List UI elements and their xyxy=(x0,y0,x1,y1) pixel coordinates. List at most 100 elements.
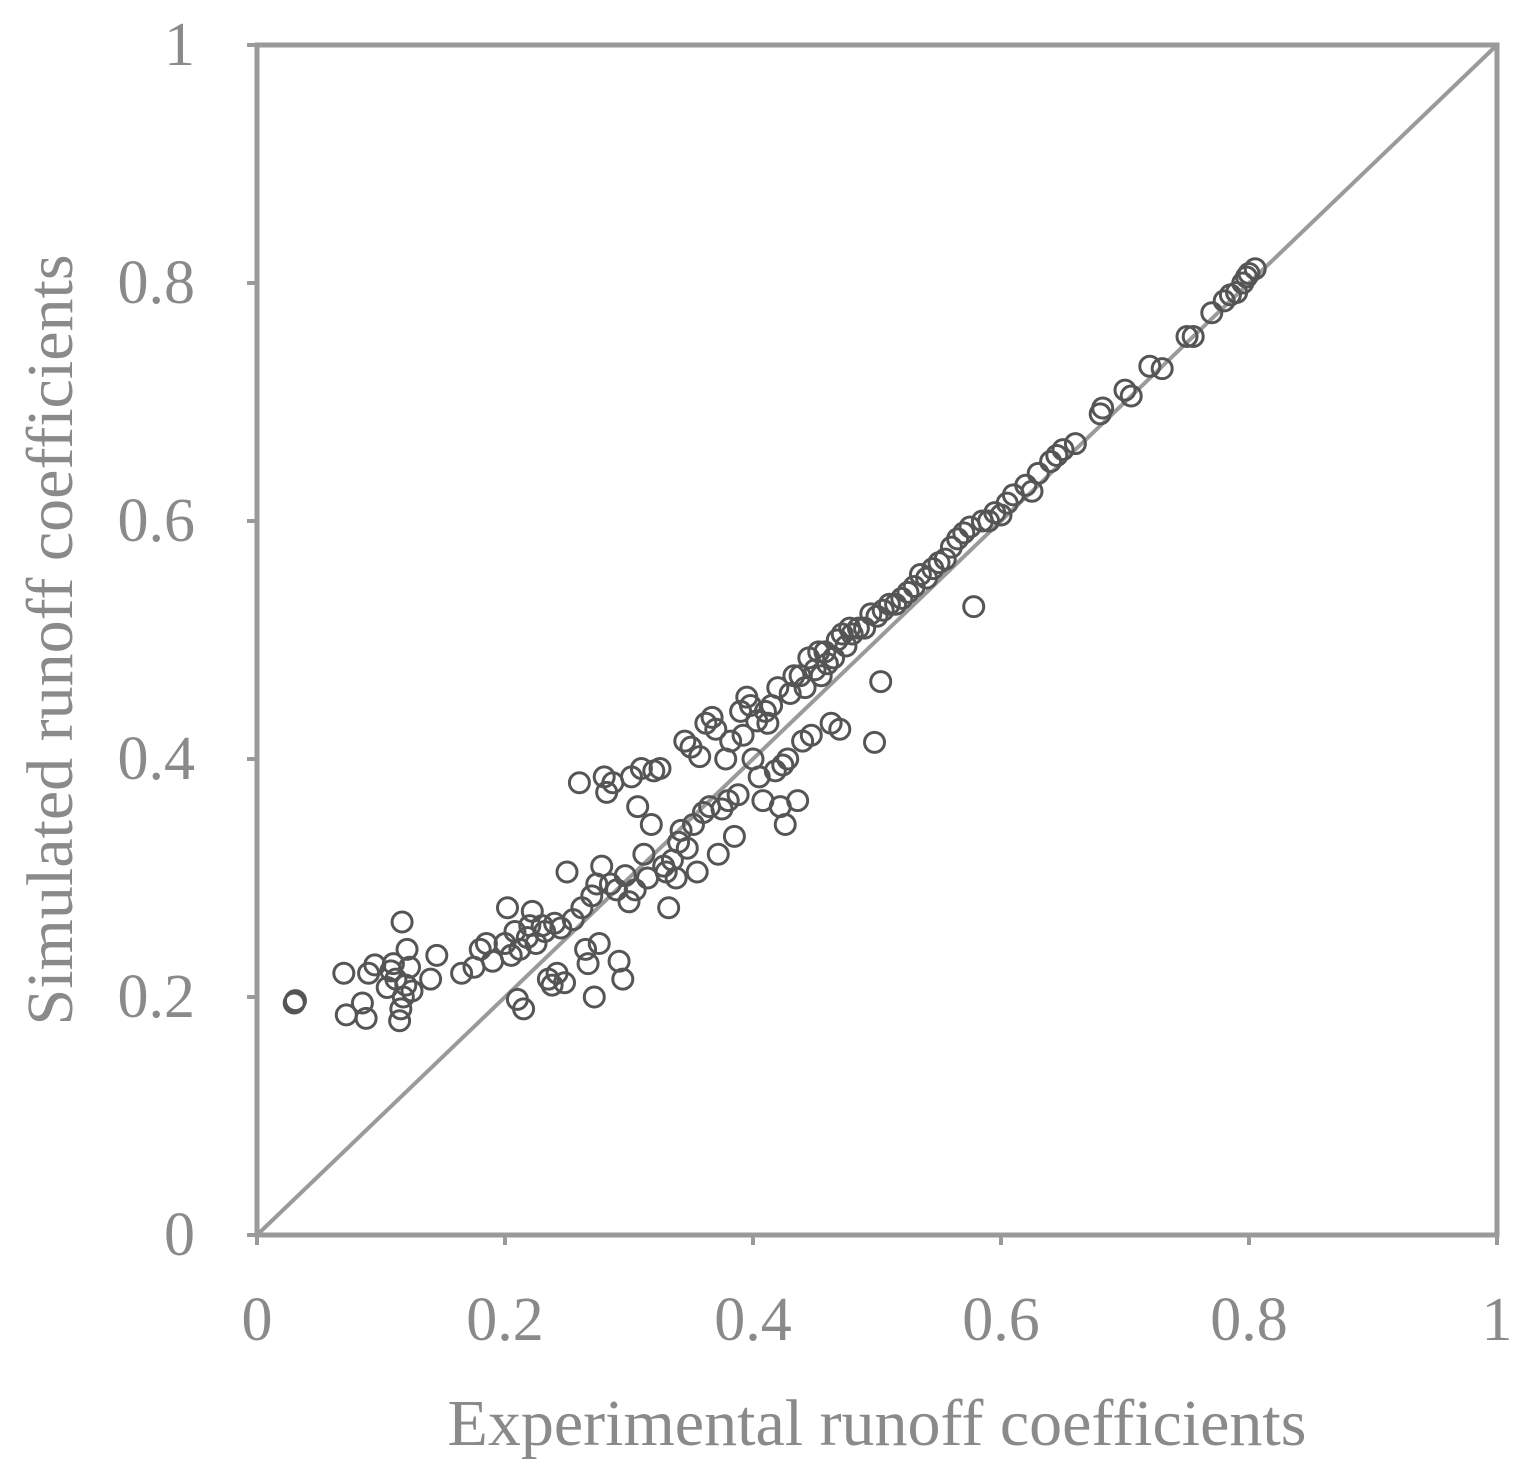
data-point xyxy=(846,616,870,640)
data-point xyxy=(1150,357,1174,381)
data-point xyxy=(1014,473,1038,497)
data-point xyxy=(890,586,914,610)
data-point xyxy=(700,705,724,729)
data-point xyxy=(468,937,492,961)
data-point xyxy=(632,842,656,866)
data-point xyxy=(688,745,712,769)
data-point xyxy=(933,547,957,571)
data-point xyxy=(731,723,755,747)
data-point xyxy=(425,943,449,967)
data-point xyxy=(623,878,647,902)
data-point xyxy=(809,664,833,688)
x-axis-ticks: 0 0.2 0.4 0.6 0.8 1 xyxy=(242,1235,1513,1354)
x-tick-label: 0.2 xyxy=(466,1286,544,1354)
data-point xyxy=(390,910,414,934)
data-point xyxy=(776,747,800,771)
y-axis-title: Simulated runoff coefficients xyxy=(14,254,87,1025)
data-point xyxy=(481,949,505,973)
data-point xyxy=(1045,444,1069,468)
data-point xyxy=(877,592,901,616)
data-point xyxy=(799,723,823,747)
data-point xyxy=(871,598,895,622)
plot-frame xyxy=(254,42,1500,1238)
data-point xyxy=(350,991,374,1015)
data-point xyxy=(332,961,356,985)
one-to-one-line xyxy=(255,43,1499,1237)
x-axis-title: Experimental runoff coefficients xyxy=(448,1387,1307,1460)
data-point xyxy=(1113,378,1137,402)
y-tick-label: 0 xyxy=(164,1201,195,1269)
data-point xyxy=(381,952,405,976)
data-point xyxy=(1243,257,1267,281)
data-point xyxy=(786,789,810,813)
data-point xyxy=(869,670,893,694)
data-point xyxy=(853,616,877,640)
data-point xyxy=(648,757,672,781)
data-point xyxy=(553,971,577,995)
data-point xyxy=(1051,438,1075,462)
y-axis-ticks: 0 0.2 0.4 0.6 0.8 1 xyxy=(118,11,257,1269)
data-point xyxy=(840,622,864,646)
x-tick-label: 0.6 xyxy=(962,1286,1040,1354)
data-point xyxy=(626,795,650,819)
data-point xyxy=(863,730,887,754)
data-point xyxy=(946,527,970,551)
data-point xyxy=(512,997,536,1021)
data-point xyxy=(896,580,920,604)
data-point xyxy=(763,759,787,783)
data-point xyxy=(611,967,635,991)
data-point xyxy=(815,652,839,676)
data-point xyxy=(419,967,443,991)
data-point xyxy=(1026,461,1050,485)
data-point xyxy=(587,931,611,955)
data-point xyxy=(576,952,600,976)
data-point xyxy=(664,866,688,890)
y-tick-label: 0.8 xyxy=(118,249,196,317)
data-point xyxy=(704,717,728,741)
data-point xyxy=(574,937,598,961)
data-point xyxy=(828,717,852,741)
data-point xyxy=(766,676,790,700)
y-tick-label: 0.6 xyxy=(118,487,196,555)
data-point xyxy=(582,985,606,1009)
data-point xyxy=(722,824,746,848)
y-tick-label: 1 xyxy=(164,11,195,79)
data-point xyxy=(555,860,579,884)
data-point xyxy=(726,783,750,807)
data-point xyxy=(962,595,986,619)
data-point xyxy=(1138,354,1162,378)
data-point xyxy=(540,973,564,997)
data-point xyxy=(283,989,307,1013)
data-point xyxy=(793,676,817,700)
data-point xyxy=(400,979,424,1003)
data-point xyxy=(354,1006,378,1030)
data-point xyxy=(450,961,474,985)
data-point xyxy=(1175,325,1199,349)
data-point xyxy=(675,836,699,860)
x-tick-label: 0.8 xyxy=(1210,1286,1288,1354)
data-point xyxy=(398,955,422,979)
x-tick-label: 1 xyxy=(1482,1286,1513,1354)
data-point xyxy=(520,899,544,923)
data-point xyxy=(639,812,663,836)
data-point xyxy=(580,884,604,908)
data-point xyxy=(567,771,591,795)
data-point xyxy=(884,592,908,616)
x-tick-label: 0 xyxy=(242,1286,273,1354)
data-point xyxy=(865,604,889,628)
data-point xyxy=(388,1009,412,1033)
data-point xyxy=(771,753,795,777)
data-point xyxy=(1237,261,1261,285)
data-point xyxy=(1039,450,1063,473)
data-point xyxy=(590,854,614,878)
data-point xyxy=(673,729,697,753)
data-point xyxy=(1063,432,1087,456)
data-point xyxy=(389,997,413,1021)
data-point xyxy=(1091,396,1115,420)
data-point xyxy=(495,896,519,920)
data-point xyxy=(1181,325,1205,349)
data-points xyxy=(282,257,1267,1033)
data-point xyxy=(1200,301,1224,325)
data-point xyxy=(952,521,976,545)
